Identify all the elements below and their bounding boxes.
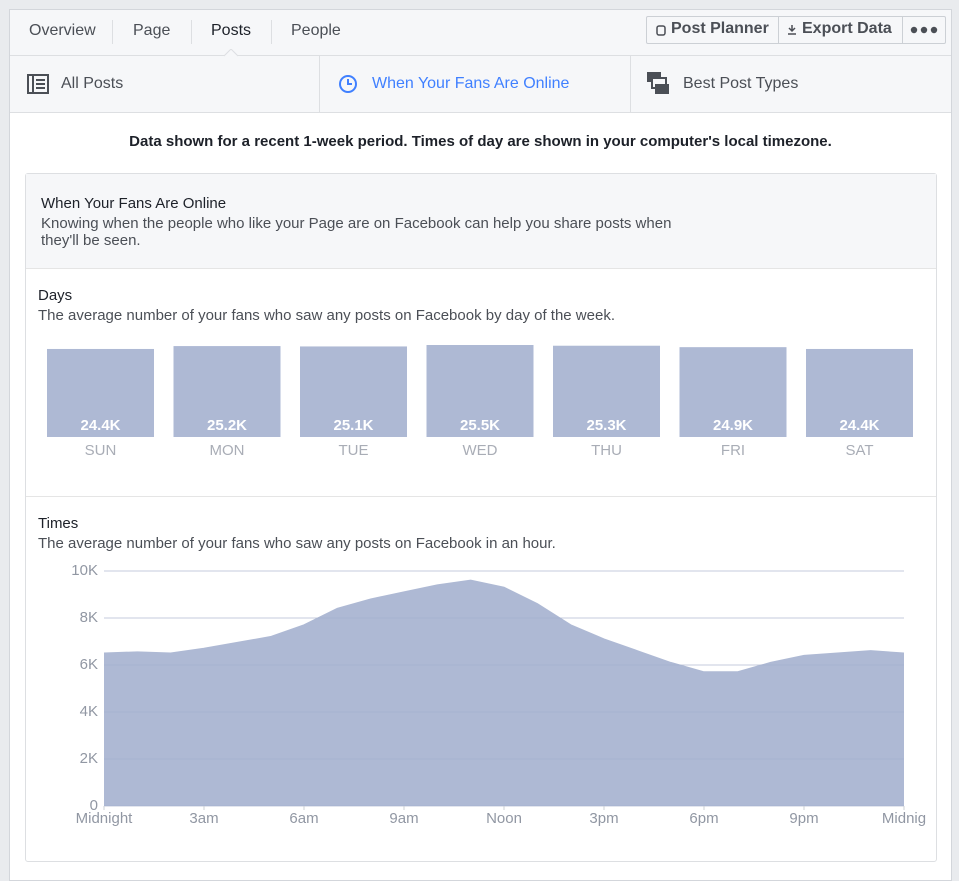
- nav-tab[interactable]: Overview: [29, 22, 96, 39]
- more-button[interactable]: [910, 26, 938, 34]
- nav-tab[interactable]: Posts: [211, 22, 252, 39]
- bar-value-label: 24.4K: [839, 417, 879, 434]
- y-tick-label: 0: [90, 797, 98, 814]
- category-label: MON: [210, 442, 245, 459]
- separator: [191, 20, 192, 44]
- bar-value-label: 25.1K: [333, 417, 373, 434]
- bar: [173, 346, 281, 437]
- chart-title: Days: [38, 287, 72, 304]
- x-tick-label: 6pm: [689, 810, 718, 827]
- separator: [778, 17, 779, 43]
- category-label: SAT: [845, 442, 873, 459]
- y-tick-label: 8K: [80, 609, 98, 626]
- separator: [902, 17, 903, 43]
- bar-value-label: 25.5K: [460, 417, 500, 434]
- card-description: Knowing when the people who like your Pa…: [41, 215, 672, 249]
- x-tick-label: Midnig: [882, 810, 926, 827]
- chart-title: Times: [38, 515, 78, 532]
- x-tick-label: Noon: [486, 810, 522, 827]
- chart-subtitle: The average number of your fans who saw …: [38, 307, 615, 324]
- area-line: [103, 579, 905, 673]
- x-tick-label: 3am: [189, 810, 218, 827]
- category-label: TUE: [339, 442, 369, 459]
- bar: [806, 348, 913, 437]
- x-tick-label: 3pm: [589, 810, 618, 827]
- nav-tab[interactable]: People: [291, 22, 341, 39]
- category-label: THU: [591, 442, 622, 459]
- bar: [553, 345, 660, 437]
- nav-tab[interactable]: Page: [133, 22, 171, 39]
- sub-tab[interactable]: When Your Fans Are Online: [372, 75, 570, 92]
- card-header: [26, 174, 936, 269]
- post-types-icon: [647, 72, 669, 94]
- active-notch: [224, 49, 238, 57]
- sub-tab[interactable]: All Posts: [61, 75, 124, 92]
- all-posts-icon: [27, 74, 49, 94]
- category-label: WED: [463, 442, 498, 459]
- bar-value-label: 25.2K: [207, 417, 247, 434]
- separator: [630, 56, 631, 112]
- bar: [426, 345, 534, 437]
- clock-icon: [339, 75, 357, 93]
- separator: [112, 20, 113, 44]
- separator: [271, 20, 272, 44]
- sub-tab[interactable]: Best Post Types: [683, 75, 799, 92]
- actions-bar: Post Planner Export Data: [646, 16, 946, 44]
- bar-value-label: 24.9K: [713, 417, 753, 434]
- x-tick-label: 9am: [389, 810, 418, 827]
- notice: Data shown for a recent 1-week period. T…: [129, 133, 832, 150]
- post-planner-button[interactable]: Post Planner: [671, 20, 769, 37]
- bar: [47, 348, 154, 437]
- x-tick-label: Midnight: [76, 810, 134, 827]
- export-data-button[interactable]: Export Data: [802, 20, 892, 37]
- y-tick-label: 6K: [80, 656, 98, 673]
- category-label: FRI: [721, 442, 745, 459]
- chart-subtitle: The average number of your fans who saw …: [38, 535, 556, 552]
- download-icon: [788, 25, 796, 35]
- y-tick-label: 10K: [71, 562, 98, 579]
- bar-value-label: 25.3K: [586, 417, 626, 434]
- category-label: SUN: [85, 442, 117, 459]
- separator: [319, 56, 320, 112]
- card-title: When Your Fans Are Online: [41, 195, 227, 212]
- bar: [300, 346, 407, 437]
- x-tick-label: 9pm: [789, 810, 818, 827]
- planner-icon: [656, 25, 666, 36]
- y-tick-label: 4K: [80, 703, 98, 720]
- bar: [679, 347, 787, 437]
- area-fill: [104, 580, 904, 806]
- bar-value-label: 24.4K: [80, 417, 120, 434]
- y-tick-label: 2K: [80, 750, 98, 767]
- x-tick-label: 6am: [289, 810, 318, 827]
- sub-tabs: All Posts When Your Fans Are Online Best…: [10, 56, 951, 113]
